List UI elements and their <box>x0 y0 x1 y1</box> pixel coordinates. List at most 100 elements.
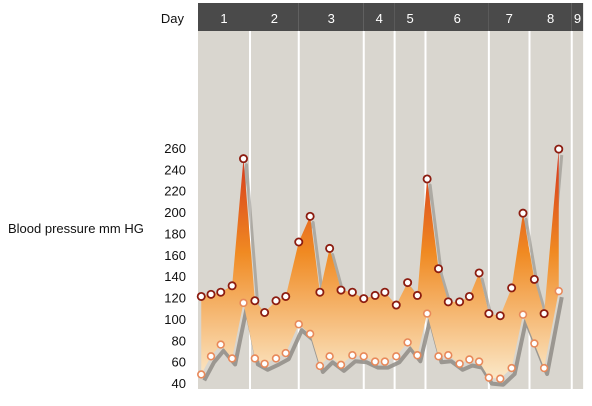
day-label-1: 1 <box>220 11 227 26</box>
day-header-cell-3 <box>298 3 364 31</box>
diastolic-point <box>422 309 432 318</box>
systolic-point <box>507 283 517 293</box>
y-tick-label: 220 <box>164 184 186 199</box>
x-axis-label: Day <box>161 11 185 26</box>
y-tick-label: 60 <box>172 355 186 370</box>
systolic-point <box>281 291 291 301</box>
day-header-cell-4 <box>363 3 395 31</box>
day-header-cell-1 <box>198 3 250 31</box>
systolic-point <box>518 208 528 218</box>
systolic-point <box>206 289 216 299</box>
systolic-point <box>455 297 465 307</box>
systolic-point <box>412 290 422 300</box>
systolic-point <box>325 243 335 253</box>
day-label-4: 4 <box>376 11 383 26</box>
systolic-point <box>336 285 346 295</box>
diastolic-point <box>474 357 484 366</box>
diastolic-point <box>530 339 539 348</box>
systolic-point <box>380 287 390 297</box>
diastolic-point <box>413 351 422 360</box>
systolic-point <box>403 278 413 288</box>
systolic-point <box>347 287 357 297</box>
systolic-point <box>443 297 453 307</box>
y-axis-ticks: 40 60 80 100 120 140 160 180 200 220 240 260 <box>164 141 186 391</box>
systolic-point <box>250 296 260 306</box>
diastolic-point <box>227 354 237 363</box>
systolic-point <box>474 268 484 278</box>
y-tick-label: 140 <box>164 269 186 284</box>
y-tick-label: 160 <box>164 248 186 263</box>
systolic-point <box>238 154 248 164</box>
diastolic-point <box>305 329 315 339</box>
y-tick-label: 100 <box>164 312 186 327</box>
systolic-point <box>359 294 369 304</box>
diastolic-point <box>403 338 412 347</box>
diastolic-point <box>336 360 346 370</box>
day-header-cell-7 <box>488 3 530 31</box>
systolic-point <box>271 296 281 306</box>
diastolic-point <box>554 286 563 296</box>
diastolic-point <box>250 354 260 363</box>
diastolic-point <box>444 351 453 360</box>
systolic-point <box>529 274 539 284</box>
diastolic-point <box>465 355 474 364</box>
y-tick-label: 240 <box>164 162 186 177</box>
systolic-point <box>196 291 206 301</box>
diastolic-point <box>348 351 357 360</box>
diastolic-point <box>271 354 281 363</box>
pressure-band <box>201 149 559 379</box>
day-label-3: 3 <box>328 11 335 26</box>
day-label-9: 9 <box>574 11 581 26</box>
diastolic-point <box>260 359 269 368</box>
day-header-cell-8 <box>529 3 572 31</box>
diastolic-point <box>370 357 380 366</box>
diastolic-point <box>496 374 505 383</box>
diastolic-point <box>455 359 464 368</box>
diastolic-point <box>484 373 494 382</box>
y-axis-label: Blood pressure mm HG <box>8 221 144 236</box>
systolic-point <box>554 144 564 154</box>
day-label-6: 6 <box>454 11 461 26</box>
day-header-cell-2 <box>250 3 299 31</box>
systolic-point <box>370 290 380 300</box>
diastolic-point <box>518 310 528 319</box>
systolic-point <box>315 287 325 297</box>
y-tick-label: 260 <box>164 141 186 156</box>
diastolic-point <box>206 352 216 361</box>
diastolic-point <box>359 352 368 361</box>
y-tick-label: 180 <box>164 226 186 241</box>
diastolic-point <box>507 363 516 373</box>
y-tick-label: 120 <box>164 291 186 306</box>
diastolic-point <box>281 348 290 358</box>
diastolic-point <box>539 363 549 373</box>
day-column-9 <box>571 31 584 389</box>
y-tick-label: 200 <box>164 205 186 220</box>
day-header-bar: 1 2 3 4 5 6 7 8 9 <box>198 3 584 31</box>
diastolic-point <box>434 352 443 361</box>
systolic-point <box>495 311 505 321</box>
y-tick-label: 40 <box>172 376 186 391</box>
diastolic-point <box>294 320 303 329</box>
systolic-point <box>484 309 494 319</box>
systolic-point <box>464 291 474 301</box>
day-header-cell-6 <box>425 3 489 31</box>
diastolic-point <box>392 352 401 361</box>
systolic-point <box>391 300 401 310</box>
systolic-point <box>260 307 270 317</box>
systolic-point <box>422 174 432 184</box>
day-header-cell-5 <box>394 3 426 31</box>
diastolic-point <box>197 370 206 379</box>
y-tick-label: 80 <box>172 333 186 348</box>
diastolic-point <box>325 352 334 361</box>
day-label-2: 2 <box>271 11 278 26</box>
systolic-point <box>294 237 304 247</box>
diastolic-point <box>380 357 390 366</box>
systolic-point <box>433 264 443 274</box>
diastolic-point <box>216 340 225 349</box>
day-label-7: 7 <box>506 11 513 26</box>
systolic-point <box>227 281 237 291</box>
systolic-point <box>216 287 226 297</box>
systolic-point <box>305 211 315 221</box>
diastolic-point <box>239 298 248 308</box>
